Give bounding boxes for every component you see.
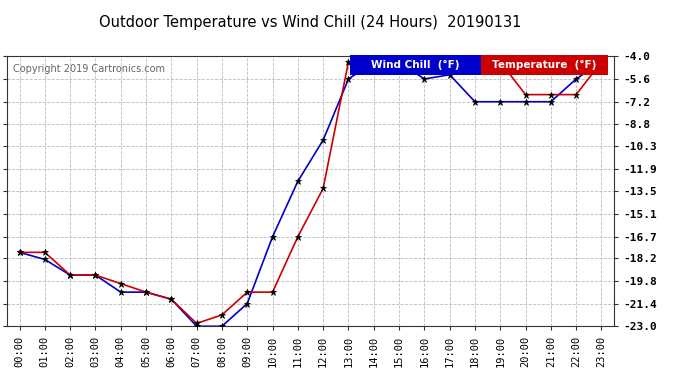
FancyBboxPatch shape [350, 55, 480, 75]
Text: Copyright 2019 Cartronics.com: Copyright 2019 Cartronics.com [13, 64, 165, 74]
FancyBboxPatch shape [480, 55, 608, 75]
Text: Outdoor Temperature vs Wind Chill (24 Hours)  20190131: Outdoor Temperature vs Wind Chill (24 Ho… [99, 15, 522, 30]
Text: Temperature  (°F): Temperature (°F) [492, 60, 596, 70]
Text: Wind Chill  (°F): Wind Chill (°F) [371, 60, 460, 70]
